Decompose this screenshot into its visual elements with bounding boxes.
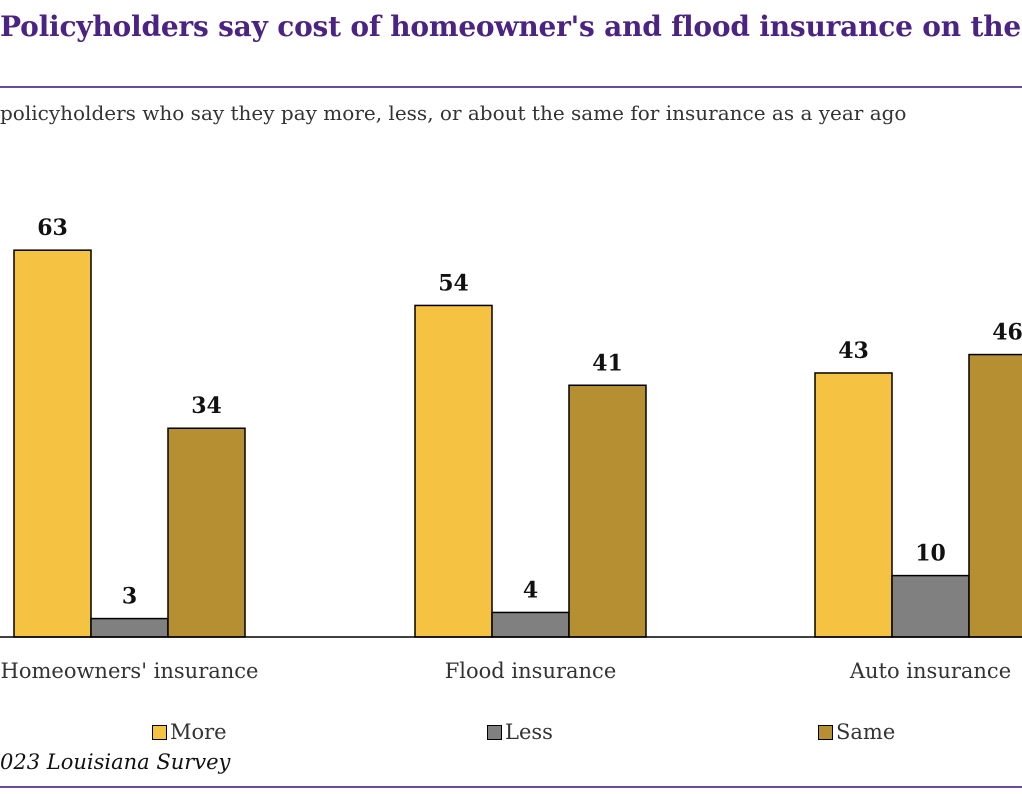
legend-swatch-less	[487, 724, 502, 740]
bar-less-0	[90, 617, 169, 638]
legend-item-less: Less	[487, 720, 553, 744]
data-label-more-0: 63	[37, 215, 68, 241]
legend-swatch-more	[152, 724, 167, 740]
chart-subtitle: policyholders who say they pay more, les…	[0, 101, 907, 125]
category-label-1: Flood insurance	[445, 659, 617, 683]
data-label-same-2: 46	[992, 320, 1022, 346]
bar-chart: 63 3 34 Homeowners' insurance 54 4 41 Flood ins…	[0, 215, 1022, 683]
legend-item-more: More	[152, 720, 227, 744]
legend-label-same: Same	[836, 720, 896, 744]
data-label-more-1: 54	[438, 270, 469, 296]
bar-more-1	[414, 304, 493, 638]
title-divider	[0, 86, 1022, 88]
legend-item-same: Same	[818, 720, 895, 744]
footer-divider	[0, 786, 1022, 788]
source-note: 023 Louisiana Survey	[0, 750, 231, 774]
bar-less-2	[891, 574, 970, 638]
legend-swatch-same	[818, 724, 833, 740]
legend-label-less: Less	[505, 720, 553, 744]
data-label-less-2: 10	[915, 541, 946, 567]
data-label-less-0: 3	[122, 584, 137, 610]
bar-same-0	[167, 427, 246, 638]
bar-same-2	[968, 353, 1022, 638]
bar-same-1	[568, 384, 647, 638]
category-label-2: Auto insurance	[849, 659, 1011, 683]
data-label-same-0: 34	[191, 393, 222, 419]
category-label-0: Homeowners' insurance	[1, 659, 259, 683]
legend-label-more: More	[170, 720, 227, 744]
legend: More Less Same	[0, 720, 1022, 748]
data-label-more-2: 43	[838, 338, 869, 364]
bar-more-2	[814, 372, 893, 638]
bar-more-0	[13, 249, 92, 638]
chart-title: Policyholders say cost of homeowner's an…	[0, 10, 1021, 43]
bar-less-1	[491, 611, 570, 638]
data-label-less-1: 4	[523, 577, 538, 603]
data-label-same-1: 41	[592, 350, 623, 376]
